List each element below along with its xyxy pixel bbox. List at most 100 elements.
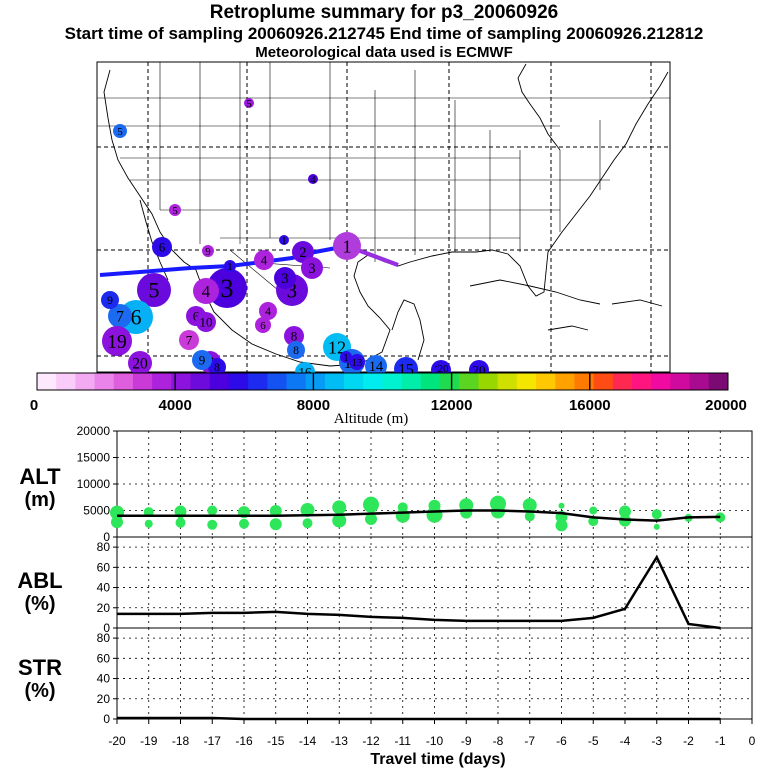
yucatan — [391, 299, 425, 361]
plume-bubble: 8 — [208, 358, 226, 376]
colorbar-cell — [209, 373, 230, 390]
y-tick-label: 40 — [97, 581, 111, 595]
x-tick-label: -7 — [524, 734, 535, 748]
alt-point — [365, 512, 377, 525]
plume-bubble: 7 — [179, 330, 199, 350]
x-axis: -20 -19 -18 -17 -16 -15 -14 -13 -12 -11 -10 -9 -8 -7-… — [108, 719, 756, 768]
alt-point — [651, 509, 662, 520]
plume-bubble: 9 — [192, 350, 212, 370]
plume-circle — [108, 304, 132, 328]
plume-bubble: 10 — [196, 312, 216, 332]
alt-point — [395, 508, 410, 523]
x-tick-label: -10 — [426, 734, 444, 748]
colorbar-cell — [113, 373, 134, 390]
pacific-coast — [103, 69, 197, 271]
plume-circle — [274, 267, 296, 289]
colorbar-frame — [36, 372, 729, 391]
plume-day-label: 20 — [438, 363, 450, 375]
colorbar-cell — [612, 373, 633, 390]
plume-circle — [101, 291, 119, 309]
plume-circle — [287, 341, 305, 359]
plume-day-label: 5 — [117, 126, 123, 138]
plume-bubble: 1 — [224, 260, 236, 273]
colorbar-cell — [94, 373, 115, 390]
plume-circle — [128, 351, 152, 375]
colorbar-cell — [248, 373, 268, 390]
plume-circle — [102, 326, 132, 356]
alt-point — [619, 505, 631, 518]
plume-bubble: 9 — [202, 245, 214, 258]
x-tick-label: -16 — [235, 734, 253, 748]
plume-circle — [207, 268, 247, 308]
plume-circle — [113, 124, 127, 138]
alt-point — [239, 518, 249, 529]
colorbar-cell — [440, 373, 460, 390]
y-axis-label: (%) — [24, 593, 55, 615]
plume-circle — [224, 260, 236, 272]
baja-coast — [139, 199, 169, 281]
plume-circle — [301, 257, 323, 279]
plume-circle — [208, 358, 226, 376]
alt-point — [269, 518, 282, 531]
x-tick-label: -13 — [331, 734, 349, 748]
plume-bubble: 3 — [274, 267, 296, 289]
plume-bubbles: 1233334444555566667778889991012131415161… — [101, 98, 489, 382]
plume-circle — [437, 362, 449, 374]
sampling-time-subtitle: Start time of sampling 20060926.212745 E… — [64, 24, 704, 43]
plume-day-label: 7 — [186, 333, 193, 348]
y-tick-label: 15000 — [77, 451, 111, 465]
x-tick-label: -8 — [493, 734, 504, 748]
alt-point — [302, 518, 313, 529]
panel-abl: 0 20 40 60 80 ABL(%) — [17, 536, 753, 635]
time-series-panels: 05000100001500020000ALT(m)020406080ABL(%… — [17, 424, 755, 768]
plume-bubble: 4 — [193, 278, 219, 304]
plume-circle — [179, 330, 199, 350]
plume-day-label: 7 — [116, 308, 124, 325]
colorbar-cell — [459, 373, 479, 390]
alt-point — [589, 506, 598, 515]
y-tick-label: 60 — [97, 651, 111, 665]
colorbar-tick-label: 8000 — [297, 397, 330, 414]
plume-day-label: 9 — [107, 294, 113, 307]
plume-bubble: 6 — [255, 317, 271, 333]
alt-point — [332, 513, 347, 528]
plume-day-label: 1 — [343, 352, 349, 364]
meteorology-subtitle: Meteorological data used is ECMWF — [255, 44, 513, 61]
plume-day-label: 13 — [352, 357, 364, 369]
plume-circle — [196, 312, 216, 332]
y-tick-label: 40 — [97, 672, 111, 686]
y-tick-label: 80 — [97, 631, 111, 645]
chart-title: Retroplume summary for p3_20060926 — [209, 2, 559, 23]
plume-bubble: 7 — [108, 304, 132, 328]
colorbar-cell — [286, 373, 307, 390]
plume-circle — [279, 235, 289, 245]
plume-circle — [308, 174, 318, 184]
colorbar-cell — [689, 373, 710, 390]
x-tick-label: -12 — [362, 734, 380, 748]
x-tick-label: -3 — [651, 734, 662, 748]
y-axis-label: ALT — [19, 464, 61, 489]
map-frame — [96, 61, 671, 373]
plume-bubble: 1 — [340, 351, 352, 364]
colorbar-tick-label: 20000 — [705, 397, 747, 414]
x-tick-label: -9 — [461, 734, 472, 748]
cuba — [469, 279, 601, 305]
plume-day-label: 4 — [202, 282, 211, 301]
x-tick-label: -4 — [620, 734, 631, 748]
plume-circle — [202, 245, 214, 257]
x-tick-label: -5 — [588, 734, 599, 748]
plume-bubble: 9 — [101, 291, 119, 309]
colorbar-cell — [478, 373, 499, 390]
plume-bubble: 4 — [259, 302, 277, 320]
y-tick-label: 80 — [97, 540, 111, 554]
abl-line — [117, 554, 721, 630]
plume-day-label: 8 — [214, 361, 220, 374]
colorbar-cell — [152, 373, 172, 390]
alt-point — [524, 511, 535, 522]
y-tick-label: 0 — [103, 621, 110, 635]
plume-circle — [349, 354, 365, 370]
alt-point — [558, 502, 565, 509]
alt-point — [332, 500, 347, 515]
plume-circle — [152, 237, 172, 257]
plume-circle — [255, 317, 271, 333]
